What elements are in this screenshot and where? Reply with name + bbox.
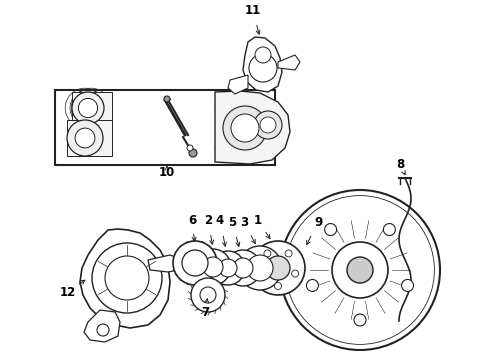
Circle shape xyxy=(195,249,231,285)
Circle shape xyxy=(247,255,273,281)
Polygon shape xyxy=(215,91,290,164)
Circle shape xyxy=(233,258,253,278)
Text: 12: 12 xyxy=(60,285,76,298)
Text: 2: 2 xyxy=(204,213,212,226)
Circle shape xyxy=(347,257,373,283)
Circle shape xyxy=(67,120,103,156)
Circle shape xyxy=(203,257,223,277)
Circle shape xyxy=(231,114,259,142)
Circle shape xyxy=(260,117,276,133)
Circle shape xyxy=(251,241,305,295)
Polygon shape xyxy=(84,310,120,342)
Text: 8: 8 xyxy=(396,158,404,171)
Circle shape xyxy=(97,324,109,336)
Circle shape xyxy=(105,256,149,300)
Circle shape xyxy=(164,96,170,102)
Text: 10: 10 xyxy=(159,166,175,179)
Circle shape xyxy=(78,98,98,118)
Circle shape xyxy=(266,256,290,280)
Circle shape xyxy=(401,279,414,292)
Text: 1: 1 xyxy=(254,213,262,226)
Circle shape xyxy=(354,314,366,326)
Polygon shape xyxy=(243,37,282,92)
Circle shape xyxy=(189,149,197,157)
Circle shape xyxy=(264,250,271,257)
Bar xyxy=(67,120,112,156)
Text: 9: 9 xyxy=(314,216,322,229)
Circle shape xyxy=(72,92,104,124)
Circle shape xyxy=(191,278,225,312)
Circle shape xyxy=(211,251,245,285)
Circle shape xyxy=(280,190,440,350)
Circle shape xyxy=(225,250,261,286)
Circle shape xyxy=(383,224,395,235)
Text: 5: 5 xyxy=(228,216,236,229)
Circle shape xyxy=(324,224,337,235)
Text: 11: 11 xyxy=(245,4,261,17)
Polygon shape xyxy=(278,55,300,70)
Circle shape xyxy=(219,259,237,277)
Polygon shape xyxy=(148,255,178,272)
Circle shape xyxy=(238,246,282,290)
Text: 6: 6 xyxy=(188,213,196,226)
Text: 7: 7 xyxy=(201,306,209,319)
Circle shape xyxy=(173,241,217,285)
Circle shape xyxy=(254,111,282,139)
Circle shape xyxy=(200,287,216,303)
Circle shape xyxy=(306,279,318,292)
Circle shape xyxy=(285,250,292,257)
Circle shape xyxy=(255,47,271,63)
Circle shape xyxy=(187,145,193,151)
Bar xyxy=(55,90,275,165)
Circle shape xyxy=(92,243,162,313)
Bar xyxy=(72,92,112,124)
Text: 4: 4 xyxy=(216,213,224,226)
Circle shape xyxy=(292,270,298,277)
Text: 3: 3 xyxy=(240,216,248,229)
Circle shape xyxy=(182,250,208,276)
Circle shape xyxy=(75,128,95,148)
Circle shape xyxy=(249,54,277,82)
Circle shape xyxy=(257,270,265,277)
Circle shape xyxy=(223,106,267,150)
Polygon shape xyxy=(80,229,170,328)
Circle shape xyxy=(332,242,388,298)
Polygon shape xyxy=(228,75,248,94)
Circle shape xyxy=(274,283,281,289)
